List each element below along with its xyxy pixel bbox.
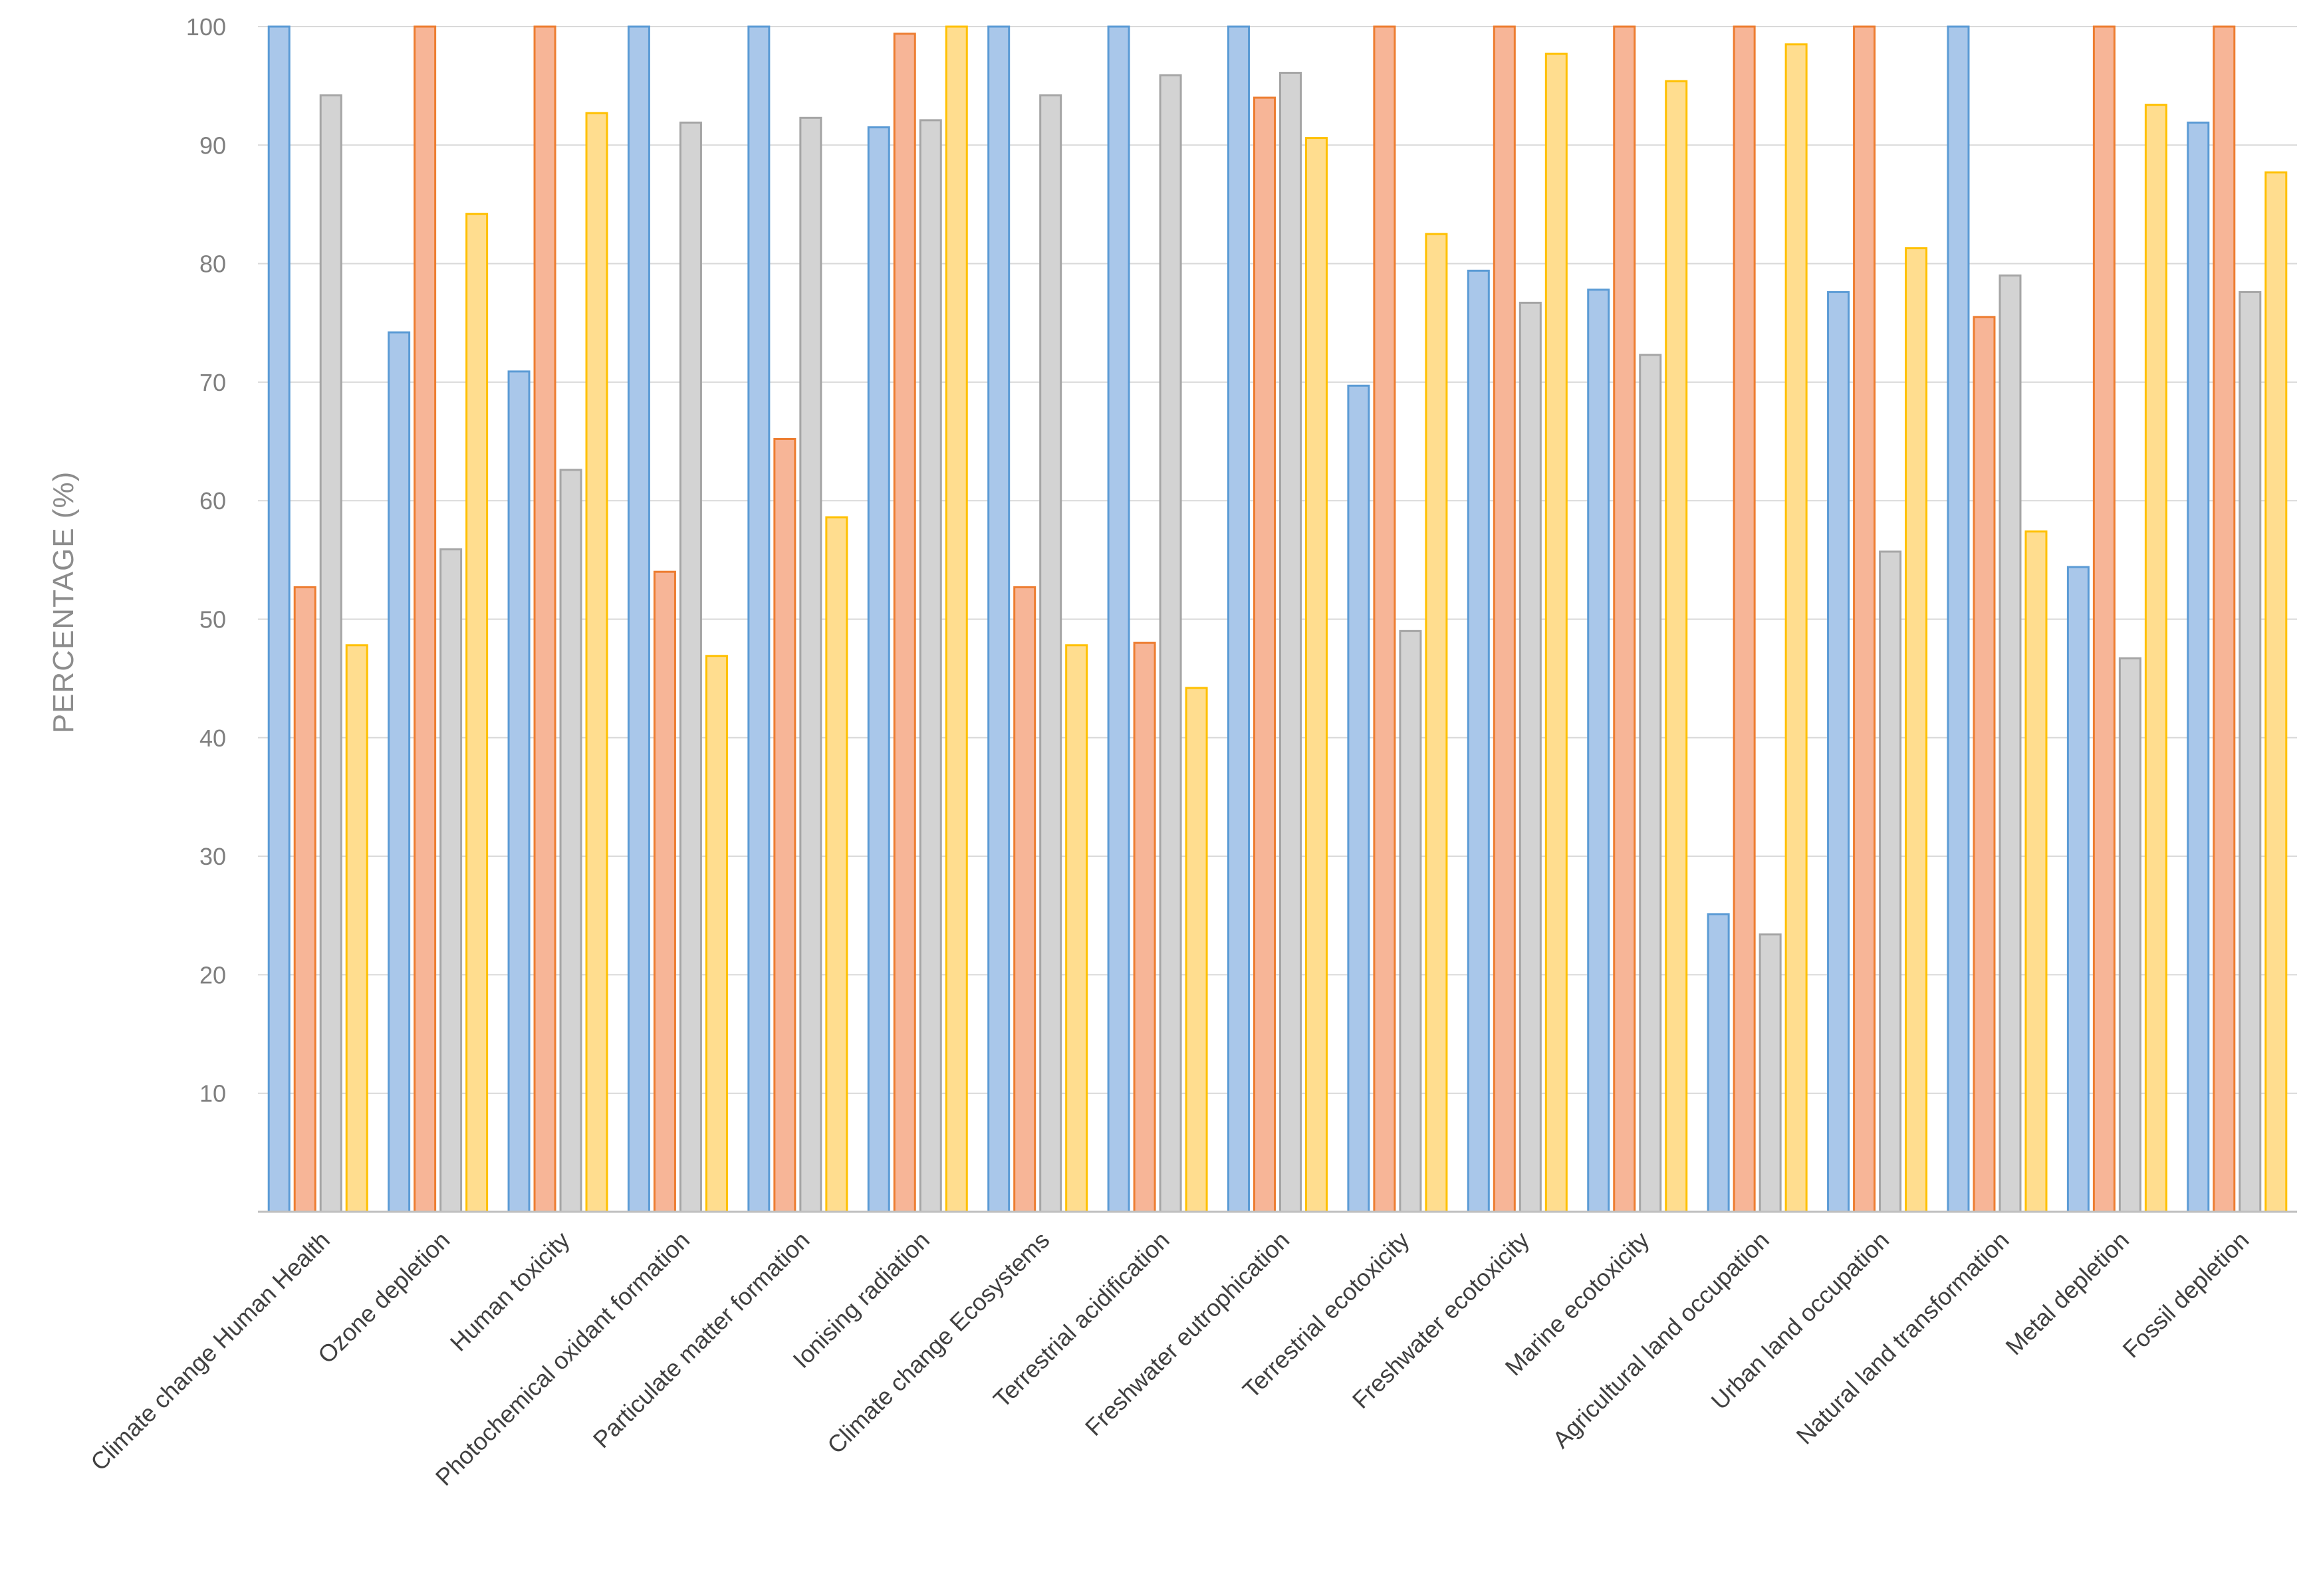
bar-4-11 <box>1544 53 1568 1213</box>
bar-3-17 <box>2239 290 2262 1213</box>
bar-3-2 <box>439 548 463 1213</box>
bar-4-7 <box>1065 644 1088 1213</box>
bar-4-16 <box>2144 104 2167 1213</box>
bar-1-6 <box>867 126 890 1213</box>
bar-3-11 <box>1519 301 1542 1213</box>
bar-2-7 <box>1013 586 1036 1213</box>
y-tick-100: 100 <box>186 13 226 41</box>
bar-4-14 <box>1905 247 1928 1213</box>
bar-3-14 <box>1879 550 1902 1213</box>
x-tick-13: Agricultural land occupation <box>1547 1226 1774 1454</box>
bar-3-3 <box>559 469 582 1213</box>
bar-1-5 <box>747 25 771 1213</box>
y-tick-60: 60 <box>199 487 226 514</box>
bar-1-3 <box>507 370 531 1213</box>
bar-1-10 <box>1347 384 1370 1213</box>
bar-1-9 <box>1227 25 1250 1213</box>
bar-4-10 <box>1425 233 1448 1213</box>
y-tick-10: 10 <box>199 1080 226 1107</box>
bar-4-3 <box>585 112 608 1213</box>
y-tick-30: 30 <box>199 843 226 870</box>
bar-2-14 <box>1853 25 1876 1213</box>
bar-1-7 <box>987 25 1011 1213</box>
bar-3-13 <box>1759 933 1782 1213</box>
bar-3-4 <box>679 121 702 1213</box>
bar-2-16 <box>2092 25 2116 1213</box>
bar-2-6 <box>893 33 916 1213</box>
bar-2-3 <box>533 25 556 1213</box>
bars <box>267 25 2288 1213</box>
bar-1-14 <box>1827 290 1850 1213</box>
y-tick-40: 40 <box>199 725 226 752</box>
y-tick-50: 50 <box>199 606 226 633</box>
bar-4-13 <box>1784 43 1808 1213</box>
y-tick-70: 70 <box>199 369 226 396</box>
bar-2-4 <box>653 570 676 1213</box>
bar-2-12 <box>1613 25 1636 1213</box>
bar-4-2 <box>465 213 489 1213</box>
x-tick-7: Climate change Ecosystems <box>822 1226 1054 1459</box>
bar-3-15 <box>1999 274 2022 1213</box>
bar-4-6 <box>945 25 968 1213</box>
bar-3-7 <box>1039 94 1062 1213</box>
bar-1-4 <box>627 25 650 1213</box>
bar-2-15 <box>1973 316 1996 1213</box>
bar-1-8 <box>1107 25 1130 1213</box>
bar-1-16 <box>2066 566 2090 1213</box>
y-axis-label: PERCENTAGE (%) <box>47 471 80 734</box>
bar-1-15 <box>1947 25 1970 1213</box>
bar-4-5 <box>825 516 848 1213</box>
y-tick-80: 80 <box>199 251 226 278</box>
bar-4-8 <box>1185 687 1208 1213</box>
x-tick-4: Photochemical oxidant formation <box>430 1226 695 1491</box>
y-tick-20: 20 <box>199 961 226 988</box>
bar-3-12 <box>1639 354 1662 1213</box>
bar-1-1 <box>267 25 291 1213</box>
x-tick-2: Ozone depletion <box>312 1226 455 1369</box>
y-tick-90: 90 <box>199 132 226 159</box>
bar-1-12 <box>1587 288 1610 1213</box>
bar-2-9 <box>1253 96 1276 1213</box>
bar-2-13 <box>1733 25 1756 1213</box>
bar-2-11 <box>1493 25 1516 1213</box>
x-tick-3: Human toxicity <box>445 1226 575 1357</box>
bar-2-10 <box>1373 25 1396 1213</box>
bar-4-1 <box>345 644 368 1213</box>
bar-1-13 <box>1707 913 1730 1213</box>
bar-2-2 <box>414 25 437 1213</box>
x-tick-1: Climate change Human Health <box>85 1226 335 1476</box>
x-tick-16: Metal depletion <box>2000 1226 2134 1361</box>
x-tick-9: Freshwater eutrophication <box>1080 1226 1294 1441</box>
bar-4-15 <box>2024 530 2048 1213</box>
bar-2-8 <box>1133 641 1156 1213</box>
x-tick-5: Particulate matter formation <box>588 1226 815 1454</box>
bar-4-9 <box>1305 137 1328 1213</box>
x-tick-17: Fossil depletion <box>2118 1226 2254 1363</box>
bar-1-11 <box>1467 269 1490 1213</box>
bar-3-9 <box>1279 72 1302 1213</box>
bar-3-5 <box>799 116 822 1213</box>
bar-3-10 <box>1399 629 1422 1213</box>
bar-4-17 <box>2264 171 2288 1213</box>
x-tick-15: Natural land transformation <box>1791 1226 2014 1450</box>
bar-4-12 <box>1665 80 1688 1213</box>
y-tick-labels: 10 20 30 40 50 60 70 80 90 100 <box>186 13 226 1107</box>
bar-1-2 <box>388 331 411 1213</box>
bar-3-8 <box>1159 74 1182 1213</box>
bar-3-16 <box>2118 657 2141 1213</box>
bar-3-1 <box>319 94 342 1213</box>
bar-2-1 <box>293 586 316 1213</box>
bar-2-5 <box>773 437 796 1213</box>
bar-3-6 <box>919 119 942 1213</box>
bar-1-17 <box>2187 121 2210 1213</box>
bar-4-4 <box>705 655 728 1213</box>
bar-2-17 <box>2213 25 2236 1213</box>
